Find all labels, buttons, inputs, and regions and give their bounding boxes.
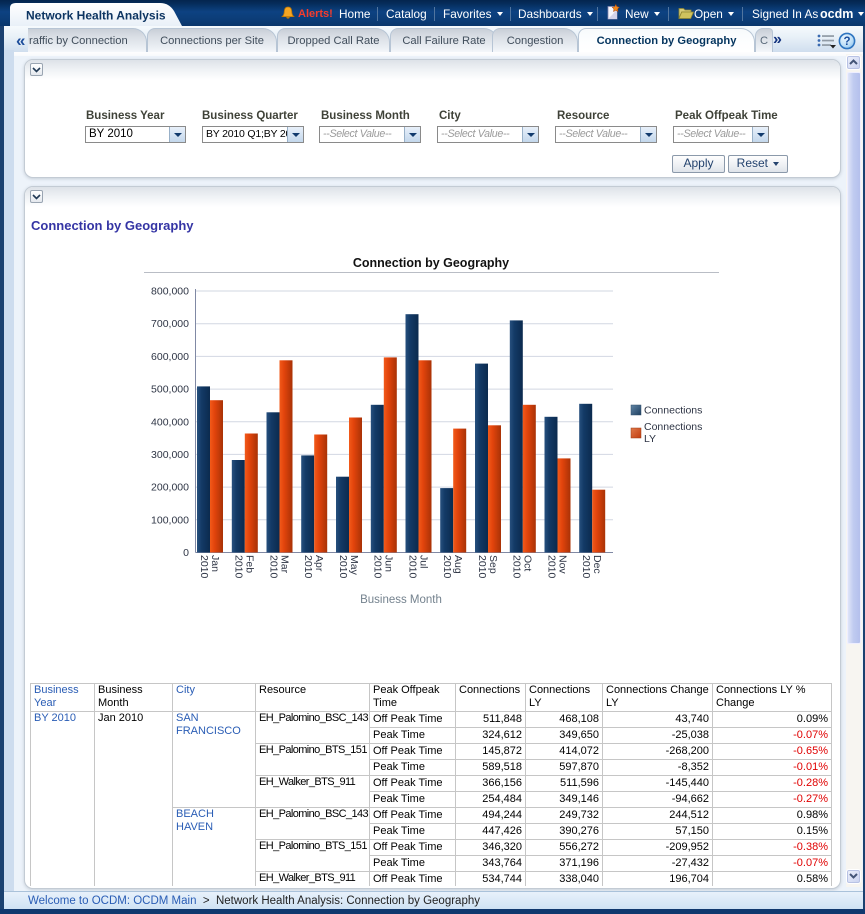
svg-text:300,000: 300,000 xyxy=(151,449,189,461)
svg-text:Connections: Connections xyxy=(644,405,702,417)
svg-text:Jun2010: Jun2010 xyxy=(372,555,395,579)
svg-text:Oct2010: Oct2010 xyxy=(511,555,534,579)
svg-text:Nov2010: Nov2010 xyxy=(545,555,568,579)
svg-text:May2010: May2010 xyxy=(337,555,360,579)
svg-text:700,000: 700,000 xyxy=(151,318,189,330)
svg-text:Mar2010: Mar2010 xyxy=(267,555,290,579)
svg-text:Jul2010: Jul2010 xyxy=(406,555,429,579)
svg-text:200,000: 200,000 xyxy=(151,482,189,494)
svg-text:Business Month: Business Month xyxy=(360,594,442,606)
svg-text:Apr2010: Apr2010 xyxy=(302,555,325,579)
svg-text:Sep2010: Sep2010 xyxy=(476,555,499,579)
svg-text:0: 0 xyxy=(183,547,189,559)
svg-text:Dec2010: Dec2010 xyxy=(580,555,603,579)
svg-text:Aug2010: Aug2010 xyxy=(441,555,464,579)
svg-text:500,000: 500,000 xyxy=(151,384,189,396)
svg-text:?: ? xyxy=(843,36,850,48)
svg-text:Jan2010: Jan2010 xyxy=(198,555,221,579)
svg-text:600,000: 600,000 xyxy=(151,351,189,363)
svg-text:100,000: 100,000 xyxy=(151,514,189,526)
svg-text:Network Health Analysis: Network Health Analysis xyxy=(26,9,166,23)
svg-text:400,000: 400,000 xyxy=(151,416,189,428)
svg-text:Feb2010: Feb2010 xyxy=(233,555,256,579)
svg-text:800,000: 800,000 xyxy=(151,286,189,298)
svg-text:Connection by Geography: Connection by Geography xyxy=(353,256,509,270)
